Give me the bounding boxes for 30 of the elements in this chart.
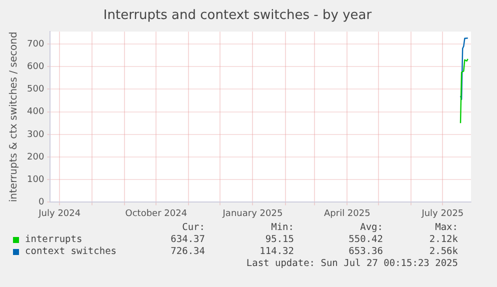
x-tick-label: July 2025	[420, 208, 464, 219]
y-axis-title: interrupts & ctx switches / second	[8, 32, 20, 202]
text: Avg:	[360, 222, 383, 233]
y-tick-label: 300	[26, 130, 44, 140]
y-tick-label: 600	[26, 62, 44, 72]
y-tick-label: 200	[26, 152, 44, 162]
x-tick-label: January 2025	[222, 208, 283, 219]
text: Cur:	[182, 222, 205, 233]
text: 550.42	[348, 234, 383, 245]
y-tick-label: 0	[38, 198, 44, 208]
x-tick-label: July 2024	[38, 208, 81, 219]
text: Max:	[435, 222, 458, 233]
y-tick-label: 700	[26, 39, 44, 50]
legend-label: context switches	[25, 246, 117, 257]
text: 2.56k	[429, 246, 458, 257]
x-tick-label: October 2024	[125, 208, 188, 219]
chart-title: Interrupts and context switches - by year	[103, 8, 372, 24]
x-tick-label: April 2025	[324, 208, 370, 219]
text: Last update: Sun Jul 27 00:15:23 2025	[246, 258, 458, 269]
text: 95.15	[265, 234, 294, 245]
text: 726.34	[170, 246, 205, 257]
text: 653.36	[348, 246, 383, 257]
text: 634.37	[170, 234, 205, 245]
text: 114.32	[260, 246, 294, 257]
text: Min:	[271, 222, 294, 233]
y-tick-label: 100	[26, 174, 44, 185]
legend-label: interrupts	[25, 234, 82, 245]
text: 2.12k	[429, 234, 458, 245]
y-tick-label: 500	[26, 84, 44, 95]
y-tick-label: 400	[26, 107, 44, 118]
